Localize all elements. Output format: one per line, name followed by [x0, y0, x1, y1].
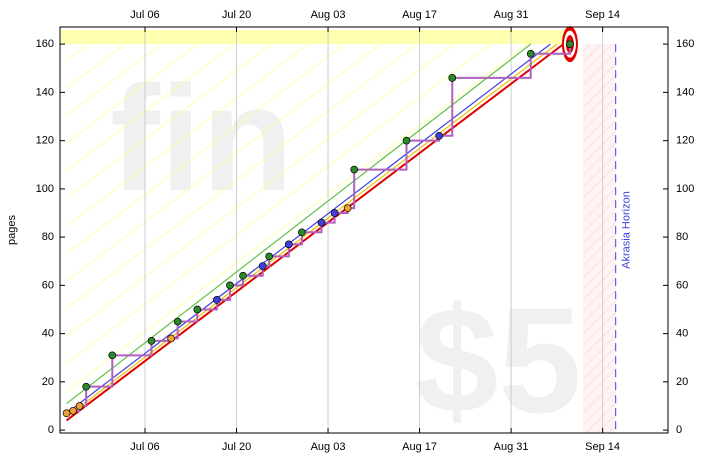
data-point: [173, 317, 182, 326]
data-point: [284, 240, 293, 249]
data-point: [193, 305, 202, 314]
y-tick-label: 160: [36, 38, 54, 50]
watermark: $5: [415, 276, 582, 444]
x-tick-label: Aug 31: [494, 9, 529, 21]
x-tick-label: Jul 06: [130, 441, 159, 453]
road-line: [66, 43, 551, 414]
x-tick-label: Sep 14: [585, 9, 620, 21]
data-point: [167, 334, 175, 343]
data-point: [82, 382, 91, 391]
y-axis-label: pages: [6, 215, 18, 245]
data-point: [350, 165, 359, 174]
data-point: [402, 136, 411, 145]
y-tick-label: 100: [36, 183, 54, 195]
data-point: [69, 406, 77, 415]
x-tick-label: Sep 14: [585, 441, 620, 453]
road-line: [66, 43, 532, 405]
data-point: [75, 402, 84, 410]
data-point: [330, 209, 339, 217]
y-tick-label: 60: [676, 279, 688, 291]
x-tick-label: Jul 20: [222, 9, 251, 21]
horizon-label: Akrasia Horizon: [621, 191, 633, 269]
y-tick-label: 0: [676, 424, 682, 436]
y-tick-label: 100: [676, 183, 694, 195]
y-tick-label: 160: [676, 38, 694, 50]
data-point: [258, 262, 267, 270]
x-tick-label: Aug 03: [311, 441, 346, 453]
data-point: [226, 281, 234, 290]
y-tick-label: 80: [676, 231, 688, 243]
x-tick-label: Aug 03: [311, 9, 346, 21]
x-tick-label: Aug 31: [494, 441, 529, 453]
y-tick-label: 20: [42, 376, 54, 388]
y-tick-label: 140: [36, 86, 54, 98]
data-point: [526, 49, 535, 58]
x-tick-label: Jul 06: [130, 9, 159, 21]
horizon-zone: [583, 44, 616, 433]
data-point: [343, 204, 352, 213]
y-tick-label: 40: [676, 328, 688, 340]
y-tick-label: 60: [42, 279, 54, 291]
y-tick-label: 140: [676, 86, 694, 98]
y-tick-label: 20: [676, 376, 688, 388]
data-point: [298, 228, 306, 237]
data-point: [213, 295, 221, 304]
data-point: [435, 131, 444, 140]
data-point: [239, 271, 247, 280]
y-tick-label: 40: [42, 328, 54, 340]
data-point: [147, 336, 156, 345]
goal-band: [61, 30, 570, 45]
data-point: [265, 252, 274, 261]
plot-frame: [59, 26, 669, 434]
data-point: [62, 409, 71, 418]
data-point: [108, 351, 117, 360]
data-point: [566, 40, 574, 48]
data-point: [448, 74, 457, 82]
y-tick-label: 0: [48, 424, 54, 436]
y-tick-label: 120: [36, 135, 54, 147]
x-tick-label: Jul 20: [222, 441, 251, 453]
x-tick-label: Aug 17: [402, 441, 437, 453]
x-tick-label: Aug 17: [402, 9, 437, 21]
y-tick-label: 80: [42, 231, 54, 243]
y-tick-label: 120: [676, 135, 694, 147]
data-point: [317, 218, 326, 227]
